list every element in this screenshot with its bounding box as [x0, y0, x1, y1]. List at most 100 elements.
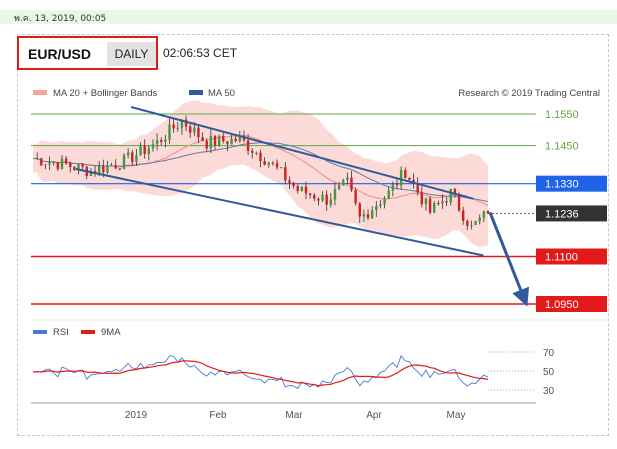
support-1-tag-label: 1.1100: [545, 252, 578, 264]
candle-body: [40, 158, 43, 166]
candle-body: [375, 206, 378, 211]
candle-body: [102, 166, 105, 173]
candle-body: [412, 179, 415, 184]
candlesticks: [35, 115, 490, 231]
resistance-2-tag-label: 1.1450: [545, 141, 579, 153]
candle-body: [267, 162, 270, 165]
ma50-line: [32, 142, 489, 203]
candle-body: [284, 167, 287, 181]
date-time-text: พ.ค. 13, 2019, 00:05: [14, 14, 107, 24]
candle-body: [445, 201, 448, 203]
pivot-tag-label: 1.1330: [545, 179, 579, 191]
candle-body: [370, 210, 374, 219]
candle-body: [197, 127, 200, 138]
candle-body: [457, 194, 461, 211]
candle-body: [238, 135, 242, 142]
candle-body: [172, 124, 175, 129]
candle-body: [226, 141, 229, 145]
candle-body: [222, 135, 225, 142]
chart-frame: [17, 34, 609, 436]
candle-body: [308, 193, 312, 195]
candle-body: [259, 152, 262, 162]
candle-body: [213, 136, 217, 146]
rsi-9ma-line: [32, 360, 489, 387]
bollinger-fill: [33, 100, 488, 248]
candle-body: [48, 162, 51, 165]
candle-body: [300, 186, 304, 191]
candle-body: [97, 166, 101, 174]
candle-body: [313, 194, 316, 199]
candle-body: [387, 190, 390, 199]
candle-body: [131, 152, 134, 163]
candle-body: [321, 194, 324, 201]
candle-body: [188, 126, 192, 133]
trend-channel: [75, 106, 530, 307]
candle-body: [77, 163, 80, 170]
candle-body: [81, 163, 84, 167]
x-tick-2019: 2019: [125, 410, 148, 421]
candle-body: [433, 203, 436, 213]
candle-body: [395, 184, 399, 186]
candle-body: [461, 210, 465, 221]
candle-body: [391, 184, 395, 191]
candle-body: [474, 221, 477, 226]
candle-body: [126, 152, 130, 156]
candle-body: [424, 198, 428, 205]
candle-body: [209, 136, 213, 149]
candle-body: [383, 198, 386, 205]
candle-body: [263, 161, 266, 165]
candle-body: [342, 180, 345, 185]
candle-body: [416, 183, 419, 193]
candle-body: [346, 177, 349, 181]
candle-body: [151, 144, 155, 149]
candle-body: [122, 155, 126, 170]
timeframe-badge[interactable]: DAILY: [107, 42, 156, 66]
legend-ma50: MA 50: [208, 88, 235, 99]
candle-body: [56, 162, 60, 170]
channel-upper-line: [130, 106, 474, 200]
candle-body: [44, 164, 47, 166]
forecast-arrow: [488, 211, 530, 307]
bollinger-band: [33, 100, 488, 248]
candle-body: [180, 119, 184, 128]
date-time-bar: พ.ค. 13, 2019, 00:05: [0, 10, 617, 24]
pivot-tag-bg: [536, 175, 607, 192]
rsi-panel: 70 50 30: [32, 348, 555, 397]
candle-body: [420, 192, 424, 205]
clock-time: 02:06:53 CET: [163, 46, 238, 60]
candle-body: [404, 170, 407, 179]
candle-body: [453, 188, 457, 195]
candle-body: [486, 210, 490, 214]
candle-body: [184, 119, 188, 127]
candle-body: [64, 158, 68, 164]
candle-body: [251, 150, 254, 153]
rsi-tick-30: 30: [543, 386, 555, 397]
x-tick-mar: Mar: [285, 410, 303, 421]
candle-body: [60, 158, 64, 170]
candle-body: [275, 162, 279, 168]
candle-body: [333, 189, 337, 200]
candle-body: [408, 178, 411, 180]
candle-body: [271, 162, 275, 164]
candle-body: [441, 201, 444, 204]
candle-body: [478, 217, 481, 222]
candle-body: [470, 225, 473, 227]
x-tick-feb: Feb: [209, 410, 227, 421]
bollinger-legend-swatch: [33, 90, 47, 95]
x-tick-apr: Apr: [366, 410, 382, 421]
candle-body: [230, 138, 233, 145]
candle-body: [296, 185, 299, 191]
candle-body: [437, 203, 440, 205]
candle-body: [304, 186, 308, 194]
ma50-legend-swatch: [189, 90, 203, 95]
support-1-tag-bg: [536, 248, 607, 265]
x-axis: 2019 Feb Mar Apr May: [31, 402, 536, 421]
currency-pair: EUR/USD: [28, 46, 92, 62]
candle-body: [205, 140, 208, 149]
candle-body: [139, 145, 142, 156]
candle-body: [118, 168, 122, 170]
candle-body: [292, 182, 295, 186]
candle-body: [234, 138, 237, 142]
candle-body: [73, 166, 76, 170]
